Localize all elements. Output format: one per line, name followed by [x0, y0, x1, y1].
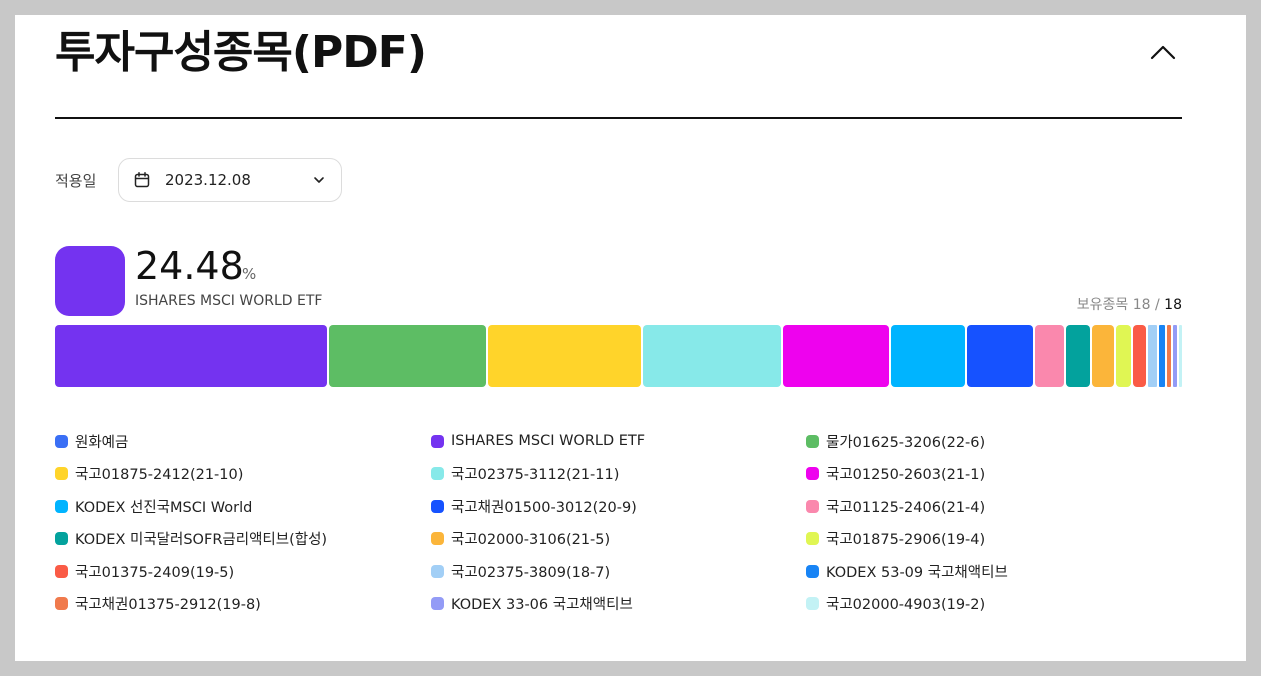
legend-label: KODEX 53-09 국고채액티브 — [826, 564, 1008, 581]
legend-color-dot — [806, 564, 819, 578]
legend-item[interactable]: 국고02000-4903(19-2) — [806, 588, 1182, 621]
bar-segment[interactable] — [1116, 325, 1131, 387]
legend-label: 물가01625-3206(22-6) — [826, 434, 986, 451]
selected-holding-name: ISHARES MSCI WORLD ETF — [135, 293, 323, 309]
legend-item[interactable]: KODEX 33-06 국고채액티브 — [431, 588, 806, 621]
legend-color-dot — [806, 499, 819, 513]
legend-color-dot — [55, 532, 68, 546]
legend-color-dot — [806, 597, 819, 611]
chevron-up-icon — [1150, 45, 1176, 60]
legend-item[interactable]: 원화예금 — [55, 425, 431, 458]
bar-segment[interactable] — [1147, 325, 1157, 387]
date-picker[interactable]: 2023.12.08 — [118, 158, 342, 202]
legend-label: 국고02375-3112(21-11) — [451, 467, 620, 484]
legend-color-dot — [431, 434, 444, 448]
chevron-down-icon — [314, 177, 324, 183]
bar-segment[interactable] — [1065, 325, 1091, 387]
bar-segment[interactable] — [967, 325, 1033, 387]
legend-item[interactable]: KODEX 미국달러SOFR금리액티브(합성) — [55, 523, 431, 556]
legend-label: 국고01875-2906(19-4) — [826, 532, 986, 549]
holdings-count: 보유종목 18 / 18 — [1077, 294, 1182, 314]
legend-label: 국고02000-4903(19-2) — [826, 597, 986, 614]
legend-label: ISHARES MSCI WORLD ETF — [451, 433, 646, 450]
selected-color-swatch — [55, 246, 125, 316]
legend-color-dot — [806, 434, 819, 448]
legend-color-dot — [431, 597, 444, 611]
bar-segment[interactable] — [782, 325, 890, 387]
legend-color-dot — [431, 532, 444, 546]
legend-label: 국고01875-2412(21-10) — [75, 467, 244, 484]
selected-percent-unit: % — [242, 265, 257, 283]
legend-label: 국고채권01500-3012(20-9) — [451, 499, 637, 516]
bar-segment[interactable] — [328, 325, 486, 387]
legend-color-dot — [55, 597, 68, 611]
legend-color-dot — [55, 564, 68, 578]
legend-item[interactable]: 국고01375-2409(19-5) — [55, 555, 431, 588]
legend-color-dot — [431, 467, 444, 481]
legend-item[interactable]: ISHARES MSCI WORLD ETF — [431, 425, 806, 458]
legend-label: KODEX 미국달러SOFR금리액티브(합성) — [75, 532, 328, 549]
legend-label: KODEX 33-06 국고채액티브 — [451, 597, 633, 614]
legend-label: 원화예금 — [75, 434, 129, 451]
legend-item[interactable]: 국고01250-2603(21-1) — [806, 458, 1182, 491]
bar-segment[interactable] — [1167, 325, 1172, 387]
bar-segment[interactable] — [643, 325, 781, 387]
section-title: 투자구성종목(PDF) — [55, 27, 427, 78]
legend-label: 국고02375-3809(18-7) — [451, 564, 611, 581]
legend-item[interactable]: KODEX 53-09 국고채액티브 — [806, 555, 1182, 588]
bar-segment[interactable] — [55, 325, 327, 387]
legend-item[interactable]: 국고01875-2412(21-10) — [55, 458, 431, 491]
calendar-icon — [134, 172, 150, 188]
bar-segment[interactable] — [1132, 325, 1146, 387]
legend-item[interactable]: KODEX 선진국MSCI World — [55, 490, 431, 523]
date-filter-label: 적용일 — [55, 172, 97, 190]
section-divider — [55, 117, 1182, 119]
legend-color-dot — [806, 467, 819, 481]
bar-segment[interactable] — [1034, 325, 1064, 387]
holdings-label: 보유종목 — [1076, 297, 1129, 313]
bar-segment[interactable] — [1092, 325, 1115, 387]
legend-color-dot — [55, 434, 68, 448]
legend-item[interactable]: 국고채권01375-2912(19-8) — [55, 588, 431, 621]
holdings-total: 18 — [1164, 297, 1182, 313]
legend-color-dot — [431, 499, 444, 513]
holdings-legend: 원화예금 ISHARES MSCI WORLD ETF 물가01625-3206(2… — [55, 425, 1182, 620]
legend-item[interactable]: 국고01125-2406(21-4) — [806, 490, 1182, 523]
bar-segment[interactable] — [1178, 325, 1183, 387]
legend-label: 국고채권01375-2912(19-8) — [75, 597, 261, 614]
legend-item[interactable]: 국고채권01500-3012(20-9) — [431, 490, 806, 523]
legend-color-dot — [55, 467, 68, 481]
selected-percent: 24.48 — [135, 244, 244, 288]
bar-segment[interactable] — [487, 325, 642, 387]
legend-item[interactable]: 국고02375-3809(18-7) — [431, 555, 806, 588]
bar-segment[interactable] — [891, 325, 966, 387]
bar-segment[interactable] — [1158, 325, 1166, 387]
collapse-button[interactable] — [1147, 37, 1179, 69]
legend-label: KODEX 선진국MSCI World — [75, 499, 253, 516]
date-value: 2023.12.08 — [165, 171, 251, 189]
holdings-stacked-bar — [55, 325, 1183, 387]
bar-segment[interactable] — [1173, 325, 1177, 387]
legend-label: 국고02000-3106(21-5) — [451, 532, 611, 549]
legend-label: 국고01125-2406(21-4) — [826, 499, 986, 516]
holdings-shown: 18 — [1132, 297, 1151, 313]
legend-color-dot — [55, 499, 68, 513]
legend-item[interactable]: 물가01625-3206(22-6) — [806, 425, 1182, 458]
pdf-holdings-card: 투자구성종목(PDF) 적용일 2023.12.08 24.48 % ISHAR… — [15, 15, 1246, 661]
legend-color-dot — [806, 532, 819, 546]
legend-color-dot — [431, 564, 444, 578]
holdings-separator: / — [1155, 297, 1160, 313]
legend-item[interactable]: 국고02375-3112(21-11) — [431, 458, 806, 491]
legend-item[interactable]: 국고01875-2906(19-4) — [806, 523, 1182, 556]
legend-label: 국고01250-2603(21-1) — [826, 467, 986, 484]
legend-label: 국고01375-2409(19-5) — [75, 564, 235, 581]
legend-item[interactable]: 국고02000-3106(21-5) — [431, 523, 806, 556]
